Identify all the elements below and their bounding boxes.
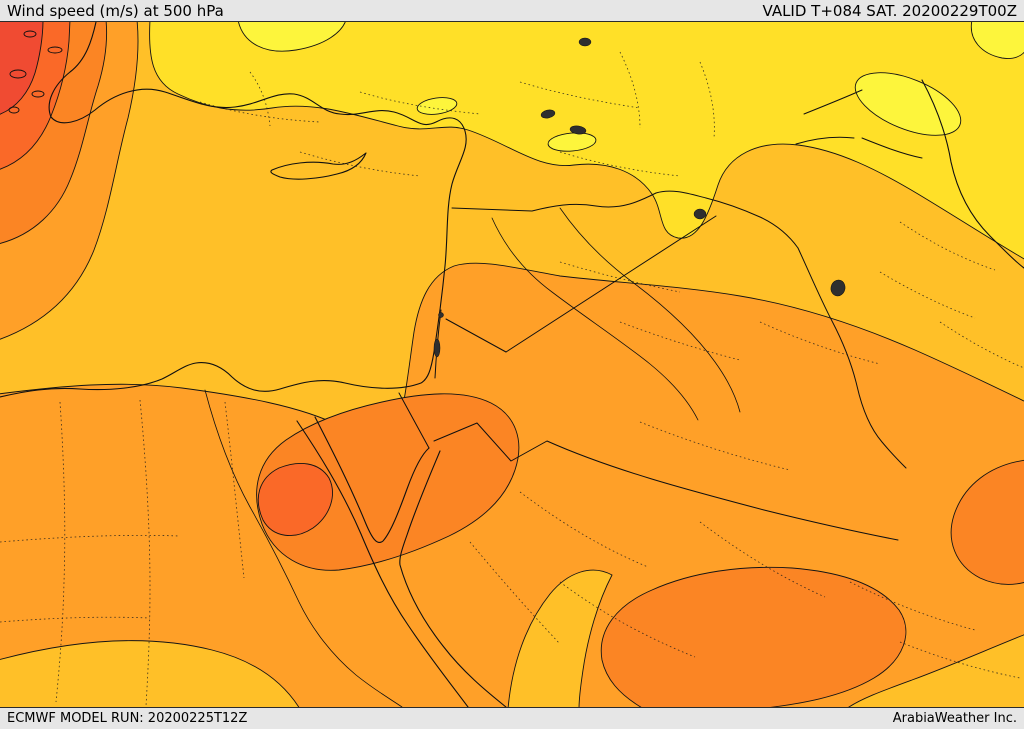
contour-band-bright-yellow: [970, 22, 1024, 59]
weather-map: [0, 22, 1024, 707]
footer-bar: ECMWF MODEL RUN: 20200225T12Z ArabiaWeat…: [0, 707, 1024, 729]
admin-border-line: [639, 421, 1021, 679]
contour-band-bright-yellow: [238, 22, 346, 52]
turkey-lake: [569, 125, 587, 135]
iraq-lake: [693, 208, 707, 220]
country-borders: [398, 89, 923, 541]
nile-river: [204, 389, 403, 707]
mediterranean-coastline: [0, 22, 467, 398]
contour-band-red-nw: [0, 22, 44, 115]
tuz-lake: [578, 37, 592, 47]
turkey-caucasus-borders: [795, 89, 923, 159]
admin-border-line: [0, 399, 245, 707]
dead-sea-lake: [433, 338, 441, 358]
contour-band-red-orange-sinai: [257, 462, 333, 536]
lakes: [433, 37, 846, 358]
galilee-lake: [438, 312, 444, 318]
syria-iraq-border: [505, 215, 717, 353]
turkey-syria-border: [451, 190, 799, 249]
red-sea-west-coastline: [296, 420, 469, 707]
red-sea-east-coastline: [399, 450, 507, 707]
euphrates-river: [491, 217, 699, 421]
iraq-iran-border: [797, 247, 907, 469]
aegean-island: [9, 69, 27, 79]
tigris-river: [559, 207, 741, 413]
contour-band-bright-yellow: [854, 72, 962, 136]
admin-border-line: [199, 51, 715, 177]
caspian-coastline: [921, 79, 1024, 269]
contour-band-deep-orange-east: [950, 459, 1024, 585]
valid-time-label: VALID T+084 SAT. 20200229T00Z: [762, 1, 1017, 20]
aegean-island: [23, 30, 37, 38]
model-run-label: ECMWF MODEL RUN: 20200225T12Z: [7, 711, 248, 726]
turkey-salt-lake: [540, 109, 556, 119]
rivers: [204, 207, 741, 707]
cyprus-coastline: [270, 152, 367, 180]
aegean-island: [47, 46, 63, 54]
header-bar: Wind speed (m/s) at 500 hPa VALID T+084 …: [0, 0, 1024, 22]
jordan-saudi-iraq-border: [433, 422, 899, 541]
iraq-lake: [830, 279, 846, 297]
contour-band-deep-orange-sinai: [256, 393, 520, 571]
map-title: Wind speed (m/s) at 500 hPa: [7, 1, 224, 20]
credit-label: ArabiaWeather Inc.: [892, 711, 1017, 726]
egypt-israel-border: [398, 392, 430, 449]
coastlines: [0, 22, 1024, 707]
contour-bands: [0, 22, 1024, 707]
contour-band-deep-orange-se: [600, 566, 907, 707]
contour-band-amber-tongue: [507, 569, 613, 707]
aegean-island: [31, 90, 45, 98]
aegean-island: [8, 106, 20, 114]
syria-jordan-border: [445, 318, 507, 353]
admin-border-line: [879, 221, 1024, 369]
sinai-coastline: [314, 416, 430, 543]
contour-band-bright-yellow: [547, 132, 597, 152]
